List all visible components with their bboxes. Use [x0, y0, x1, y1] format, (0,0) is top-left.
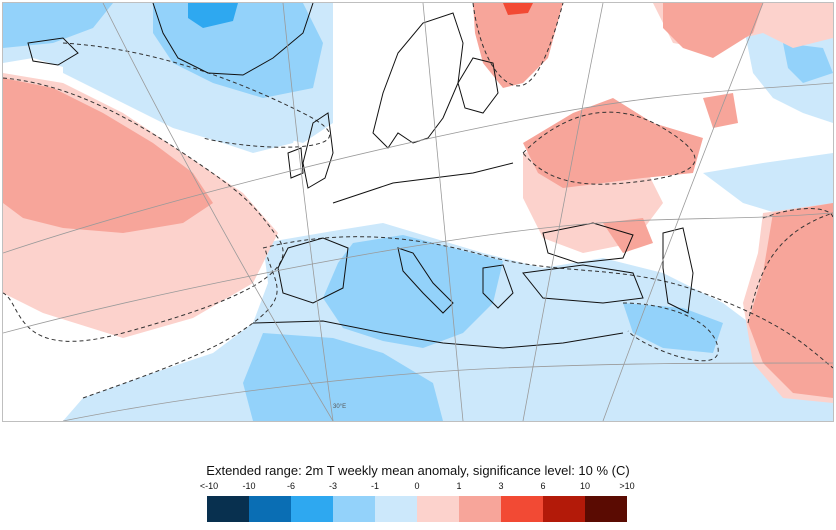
anomaly-map[interactable]: 30°E — [2, 2, 834, 422]
grid-label-30e: 30°E — [333, 404, 346, 410]
legend-label: 1 — [456, 481, 462, 491]
legend-label: -10 — [242, 481, 256, 491]
map-canvas: 30°E — [3, 3, 833, 421]
cold-regions — [3, 3, 833, 421]
coast-ireland — [287, 147, 304, 179]
region-africa-cold — [243, 333, 443, 421]
legend-swatch — [333, 496, 375, 522]
coast-italy — [397, 247, 454, 314]
region-russia-cold — [703, 153, 833, 218]
coast-greenland — [152, 3, 314, 76]
cold-strong-regions — [188, 3, 238, 28]
legend-label: 6 — [540, 481, 546, 491]
region-russia-warm — [663, 3, 763, 58]
legend-label: -6 — [286, 481, 296, 491]
coast-finland — [457, 57, 499, 114]
coast-britain — [302, 112, 334, 189]
region-iceland-cold — [3, 3, 113, 48]
region-ukraine-warm — [523, 98, 703, 188]
legend-swatch — [249, 496, 291, 522]
legend-swatch — [207, 496, 249, 522]
warm-regions — [3, 3, 833, 398]
legend-swatch — [417, 496, 459, 522]
legend-colorbar — [207, 496, 627, 522]
legend-swatch — [291, 496, 333, 522]
legend-label: -1 — [370, 481, 380, 491]
warm-strong-regions — [503, 3, 533, 15]
legend-title: Extended range: 2m T weekly mean anomaly… — [206, 463, 630, 478]
coast-iberia — [277, 237, 349, 304]
coast-north-africa — [252, 320, 624, 349]
legend-label: 3 — [498, 481, 504, 491]
coast-greece — [482, 264, 514, 309]
coast-caspian — [662, 227, 694, 314]
coast-iceland — [27, 37, 79, 66]
region-scandinavia-core — [503, 3, 533, 15]
legend-label: >10 — [619, 481, 635, 491]
legend-label: 0 — [414, 481, 420, 491]
legend-swatch — [375, 496, 417, 522]
coast-europe-north — [332, 162, 514, 204]
region-small-warm — [603, 218, 653, 253]
region-scandinavia-warm — [473, 3, 563, 88]
region-eastsea-cold — [783, 43, 833, 83]
legend-label: <-10 — [199, 481, 219, 491]
coastlines — [27, 3, 694, 349]
region-kazakh-warm — [748, 203, 833, 398]
legend-label: -3 — [328, 481, 338, 491]
region-greenland-cold — [153, 3, 323, 98]
legend-labels: <-10 -10 -6 -3 -1 0 1 3 6 10 >10 — [0, 481, 836, 495]
region-levant-cold — [623, 303, 723, 353]
region-greenland-core — [188, 3, 238, 28]
legend-swatch — [459, 496, 501, 522]
coast-turkey — [522, 264, 644, 304]
coast-scandinavia — [372, 12, 464, 149]
legend-swatch — [585, 496, 627, 522]
graticule — [3, 3, 833, 421]
legend-swatch — [501, 496, 543, 522]
region-north-atlantic-cold — [63, 43, 303, 153]
significance-contours — [3, 3, 833, 399]
region-atlantic-warm — [3, 78, 213, 233]
legend-swatch — [543, 496, 585, 522]
region-adriatic-cold — [323, 235, 503, 348]
legend-label: 10 — [579, 481, 591, 491]
